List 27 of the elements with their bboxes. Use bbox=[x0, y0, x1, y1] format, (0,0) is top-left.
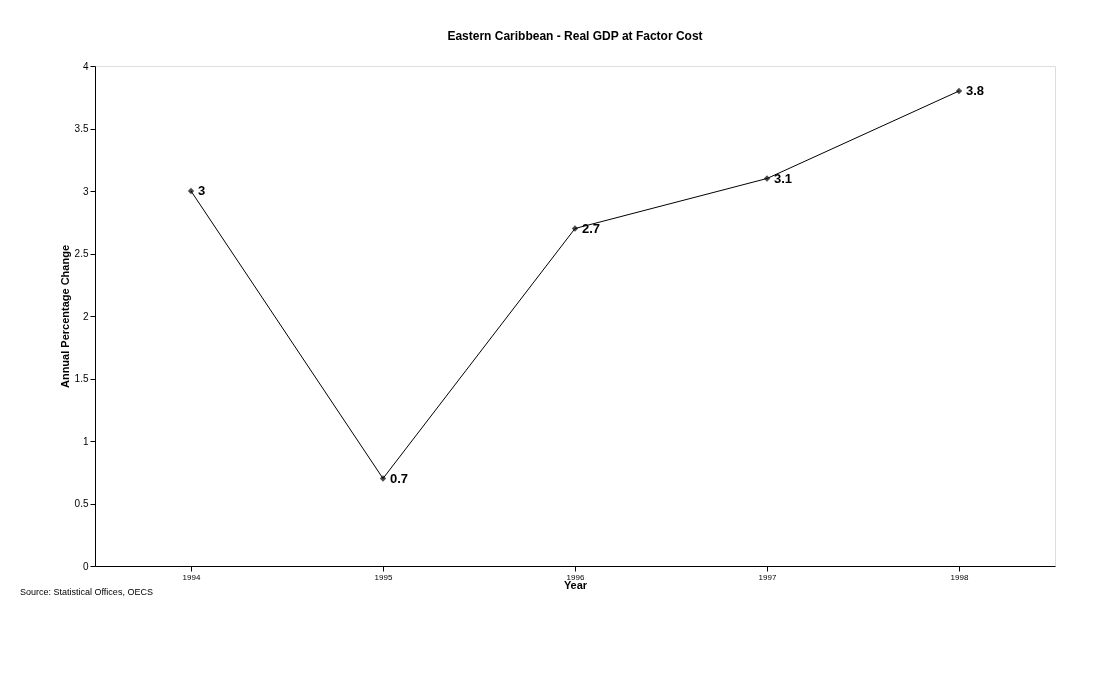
y-tick-label: 3.5 bbox=[74, 123, 89, 134]
y-tick-label: 1 bbox=[82, 435, 89, 447]
x-tick-label: 1997 bbox=[758, 572, 777, 582]
y-tick-label: 2.5 bbox=[74, 248, 89, 259]
point bbox=[187, 187, 195, 195]
point bbox=[955, 87, 963, 95]
x-tick-label: 1995 bbox=[374, 572, 393, 582]
data-label: 3 bbox=[198, 183, 206, 198]
source-note: Source: Statistical Offices, OECS bbox=[20, 587, 153, 597]
chart-title: Eastern Caribbean - Real GDP at Factor Cost bbox=[447, 29, 703, 43]
y-tick-label: 3 bbox=[82, 185, 89, 197]
y-tick-label: 2 bbox=[82, 310, 89, 322]
y-tick-label: 1.5 bbox=[74, 373, 89, 384]
point bbox=[763, 175, 771, 182]
data-label: 3.1 bbox=[774, 170, 793, 186]
x-tick-label: 1996 bbox=[566, 572, 585, 582]
x-tick-label: 1994 bbox=[182, 572, 201, 582]
point bbox=[571, 225, 579, 232]
y-tick-label: 0.5 bbox=[74, 498, 89, 509]
y-axis-title: Annual Percentage Change bbox=[58, 244, 71, 389]
x-tick-label: 1998 bbox=[950, 572, 969, 582]
data-label: 3.8 bbox=[966, 83, 985, 98]
point bbox=[379, 475, 387, 482]
y-tick-label: 0 bbox=[82, 560, 89, 572]
data-label: 2.7 bbox=[582, 220, 601, 236]
y-tick-label: 4 bbox=[82, 60, 89, 72]
data-label: 0.7 bbox=[390, 470, 409, 486]
